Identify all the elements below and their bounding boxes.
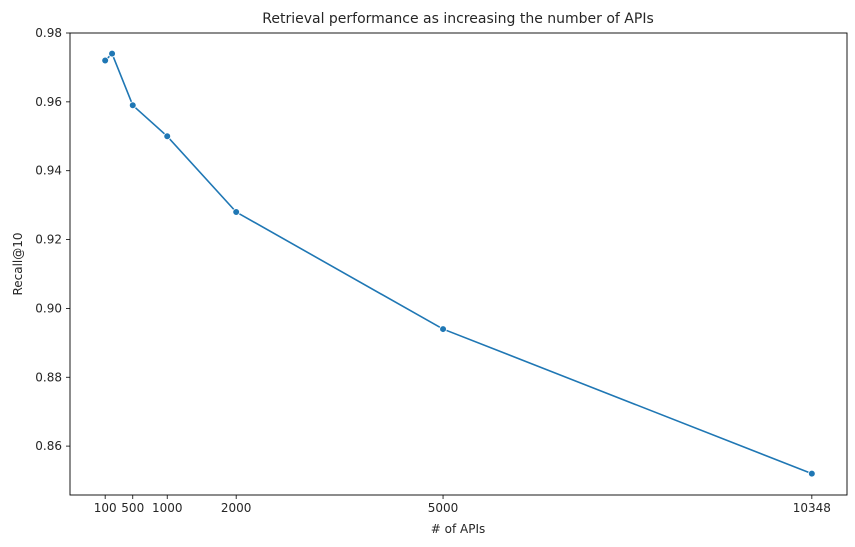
y-tick-label: 0.96 — [35, 95, 62, 109]
data-point — [808, 469, 816, 478]
x-tick-label: 2000 — [221, 501, 252, 515]
y-tick-label: 0.90 — [35, 301, 62, 315]
x-tick-label: 1000 — [152, 501, 183, 515]
y-tick-label: 0.86 — [35, 439, 62, 453]
chart-title: Retrieval performance as increasing the … — [262, 11, 654, 27]
plot-frame — [69, 32, 848, 496]
x-tick-label: 500 — [121, 501, 144, 515]
data-point — [439, 325, 447, 333]
y-tick-label: 0.98 — [35, 26, 62, 40]
y-tick-label: 0.94 — [35, 164, 62, 178]
data-point — [163, 132, 172, 141]
x-tick-label: 5000 — [428, 501, 459, 515]
data-point — [232, 208, 240, 216]
series-group — [101, 49, 816, 478]
data-point — [108, 49, 116, 58]
x-tick-label: 10348 — [793, 501, 831, 515]
data-point — [128, 101, 137, 110]
data-point — [101, 56, 109, 65]
y-tick-label: 0.88 — [35, 370, 62, 384]
y-axis-label: Recall@10 — [11, 232, 25, 295]
x-axis-label: # of APIs — [431, 522, 486, 536]
x-tick-label: 100 — [94, 501, 117, 515]
y-tick-label: 0.92 — [35, 233, 62, 247]
y-axis: 0.86 0.88 0.90 0.92 0.94 0.96 0.98 — [35, 26, 70, 453]
x-axis: 100 500 1000 2000 5000 10348 — [94, 495, 831, 515]
